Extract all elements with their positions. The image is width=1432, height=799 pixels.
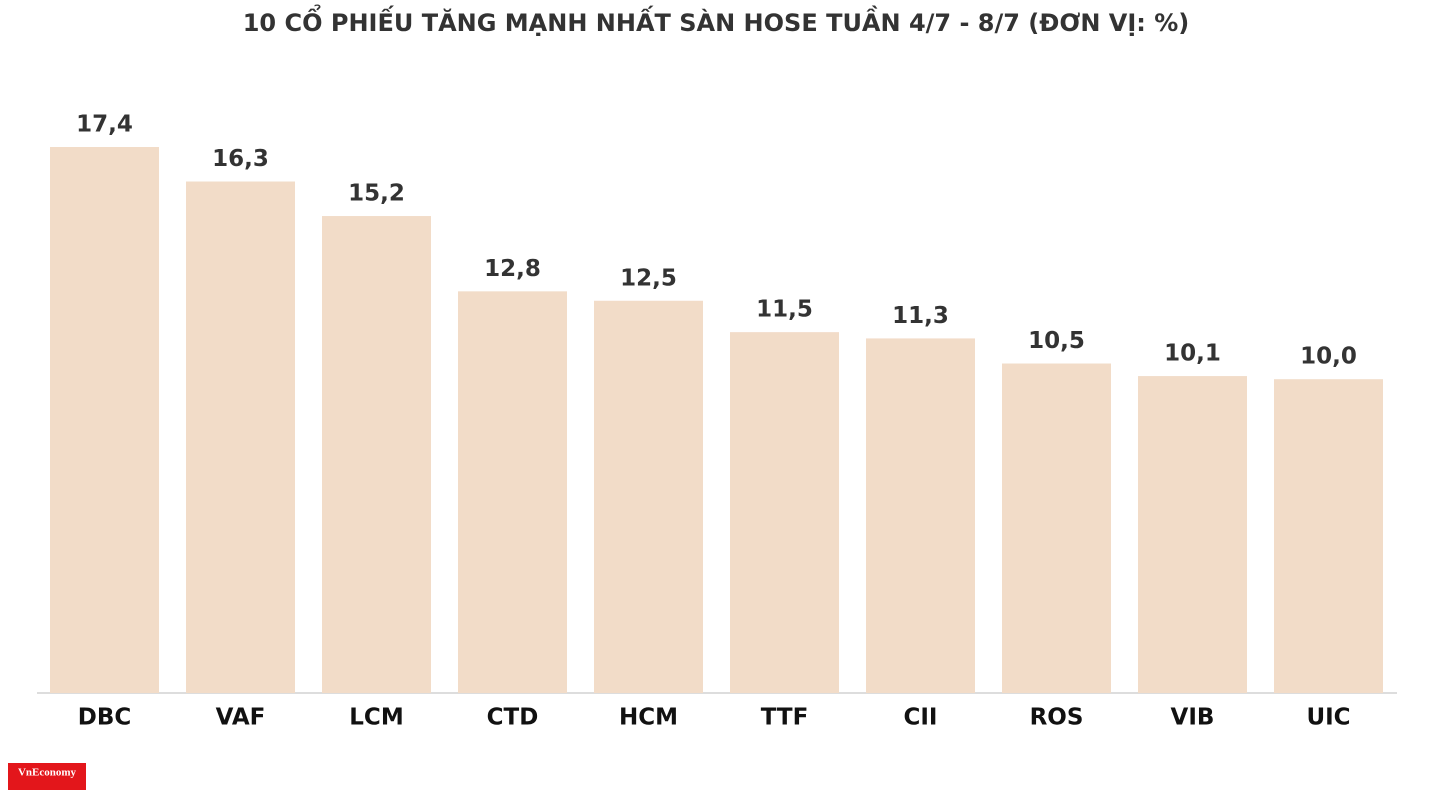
- value-label: 11,3: [892, 303, 949, 329]
- x-tick-label: ROS: [1030, 705, 1084, 731]
- logo: VnEconomy: [18, 767, 77, 779]
- bar: [1138, 376, 1247, 693]
- bar: [730, 332, 839, 693]
- x-tick-label: VAF: [216, 705, 266, 731]
- x-tick-label: UIC: [1306, 705, 1350, 731]
- bar: [1002, 363, 1111, 693]
- logo-box: [8, 763, 86, 790]
- value-label: 12,8: [484, 256, 541, 282]
- bar: [186, 181, 295, 693]
- x-tick-label: LCM: [349, 705, 403, 731]
- value-label: 16,3: [212, 146, 269, 172]
- x-tick-label: VIB: [1171, 705, 1215, 731]
- value-label: 10,0: [1300, 344, 1357, 370]
- bar: [322, 216, 431, 693]
- value-label: 15,2: [348, 181, 405, 207]
- x-tick-label: TTF: [761, 705, 809, 731]
- value-label: 11,5: [756, 297, 813, 323]
- bar: [458, 291, 567, 693]
- x-tick-label: CII: [904, 705, 938, 731]
- bar: [866, 338, 975, 693]
- bar: [50, 147, 159, 693]
- x-tick-label: DBC: [78, 705, 132, 731]
- value-label: 10,1: [1164, 341, 1221, 367]
- value-label: 17,4: [76, 112, 133, 138]
- bar: [594, 300, 703, 693]
- x-tick-label: HCM: [619, 705, 678, 731]
- value-label: 12,5: [620, 265, 677, 291]
- value-label: 10,5: [1028, 328, 1085, 354]
- bar: [1274, 379, 1383, 693]
- x-tick-label: CTD: [487, 705, 539, 731]
